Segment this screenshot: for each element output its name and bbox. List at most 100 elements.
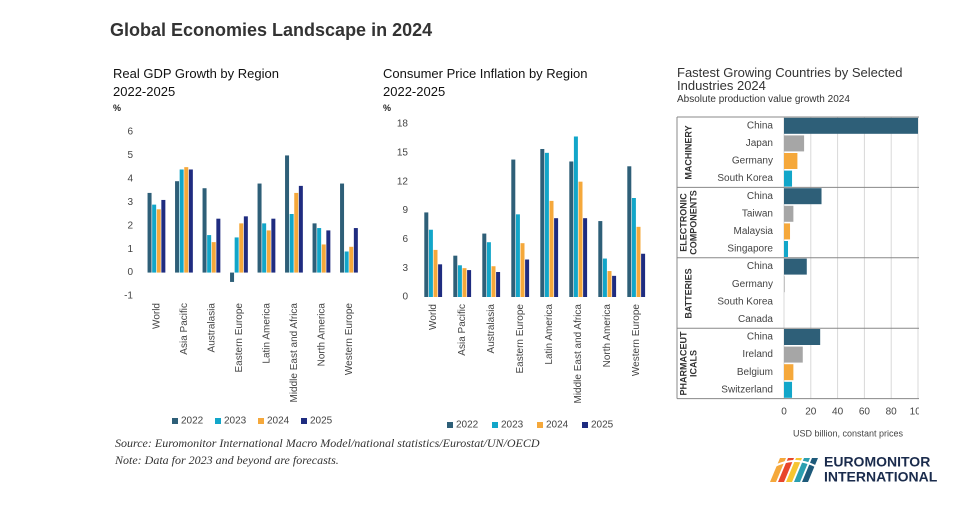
page-title: Global Economies Landscape in 2024 bbox=[110, 20, 433, 40]
bar bbox=[784, 135, 805, 152]
chart-title: Consumer Price Inflation by Region bbox=[383, 66, 588, 81]
bar bbox=[784, 170, 793, 187]
bar bbox=[784, 188, 822, 205]
bar bbox=[784, 364, 794, 381]
bar bbox=[312, 223, 317, 273]
bar bbox=[424, 212, 429, 297]
y-tick-label: 3 bbox=[127, 197, 133, 208]
category-label: Germany bbox=[732, 279, 773, 290]
bar bbox=[544, 152, 549, 297]
bar bbox=[515, 214, 520, 297]
category-label: Switzerland bbox=[721, 384, 773, 395]
legend-label: 2022 bbox=[456, 420, 479, 431]
y-tick-label: 9 bbox=[402, 205, 408, 216]
category-label: China bbox=[747, 120, 774, 131]
unit-label: % bbox=[383, 103, 392, 113]
logo-icon bbox=[767, 458, 823, 482]
legend-swatch bbox=[447, 422, 453, 428]
category-label: Canada bbox=[738, 314, 773, 325]
y-tick-label: 5 bbox=[127, 150, 133, 161]
bar bbox=[294, 192, 299, 273]
y-tick-label: 12 bbox=[397, 176, 409, 187]
bar bbox=[583, 218, 588, 297]
x-tick-label: Latin America bbox=[544, 304, 555, 365]
bar bbox=[784, 276, 785, 293]
x-tick-label: Middle East and Africa bbox=[289, 303, 300, 403]
group-label: MACHINERY bbox=[683, 125, 694, 180]
y-tick-label: 0 bbox=[127, 267, 133, 278]
legend-swatch bbox=[215, 418, 221, 424]
y-tick-label: 2 bbox=[127, 220, 133, 231]
legend-label: 2024 bbox=[267, 416, 290, 427]
category-label: Ireland bbox=[742, 349, 773, 360]
chart-subtitle: 2022-2025 bbox=[383, 84, 446, 99]
bar bbox=[433, 249, 438, 297]
legend-swatch bbox=[258, 418, 264, 424]
legend-label: 2023 bbox=[501, 420, 524, 431]
y-tick-label: 4 bbox=[127, 173, 133, 184]
x-tick-label: 40 bbox=[832, 407, 844, 418]
legend-label: 2022 bbox=[181, 416, 204, 427]
y-tick-label: 15 bbox=[397, 147, 409, 158]
bar bbox=[578, 181, 583, 297]
bar bbox=[636, 226, 641, 297]
y-tick-label: 6 bbox=[402, 234, 408, 245]
bar bbox=[271, 218, 276, 273]
bar bbox=[207, 235, 212, 273]
chart-subtitle: Absolute production value growth 2024 bbox=[677, 94, 850, 105]
bar bbox=[491, 266, 496, 297]
category-label: Belgium bbox=[737, 367, 773, 378]
x-tick-label: 0 bbox=[781, 407, 787, 418]
y-tick-label: 1 bbox=[127, 244, 133, 255]
bar bbox=[496, 272, 501, 297]
bar bbox=[453, 255, 458, 297]
x-tick-label: Asia Pacific bbox=[179, 303, 190, 355]
bar bbox=[784, 241, 789, 257]
bar bbox=[188, 169, 193, 273]
bar bbox=[289, 214, 294, 273]
bar bbox=[525, 259, 530, 297]
category-label: Taiwan bbox=[742, 208, 773, 219]
bar bbox=[202, 188, 207, 273]
bar bbox=[784, 381, 793, 398]
bar bbox=[243, 216, 248, 273]
bar bbox=[298, 185, 303, 273]
y-tick-label: 18 bbox=[397, 119, 409, 130]
bar bbox=[784, 223, 791, 240]
legend-label: 2023 bbox=[224, 416, 247, 427]
bar bbox=[179, 169, 184, 273]
logo-text: EUROMONITOR bbox=[824, 454, 930, 470]
x-tick-label: Eastern Europe bbox=[515, 304, 526, 374]
x-tick-label: World bbox=[428, 304, 439, 330]
legend-swatch bbox=[492, 422, 498, 428]
bar bbox=[554, 218, 559, 297]
x-tick-label: 100 bbox=[910, 407, 927, 418]
bar bbox=[573, 136, 578, 297]
x-tick-label: North America bbox=[602, 304, 613, 368]
chart-title: Real GDP Growth by Region bbox=[113, 66, 279, 81]
legend-swatch bbox=[301, 418, 307, 424]
category-label: China bbox=[747, 191, 774, 202]
unit-label: % bbox=[113, 103, 122, 113]
legend-label: 2024 bbox=[546, 420, 569, 431]
bar bbox=[784, 205, 794, 222]
legend-label: 2025 bbox=[591, 420, 614, 431]
bar bbox=[627, 166, 632, 297]
category-label: Japan bbox=[746, 138, 773, 149]
category-label: Singapore bbox=[727, 244, 773, 255]
logo-text: INTERNATIONAL bbox=[824, 469, 938, 485]
legend-label: 2025 bbox=[310, 416, 333, 427]
x-tick-label: World bbox=[151, 303, 162, 329]
bar bbox=[511, 159, 516, 297]
x-tick-label: North America bbox=[316, 303, 327, 367]
y-tick-label: 0 bbox=[402, 292, 408, 303]
x-tick-label: 80 bbox=[886, 407, 898, 418]
bar bbox=[321, 244, 326, 273]
bar bbox=[784, 153, 798, 169]
y-tick-label: 3 bbox=[402, 263, 408, 274]
bar bbox=[184, 167, 189, 273]
bar bbox=[234, 237, 239, 273]
bar bbox=[784, 258, 807, 275]
